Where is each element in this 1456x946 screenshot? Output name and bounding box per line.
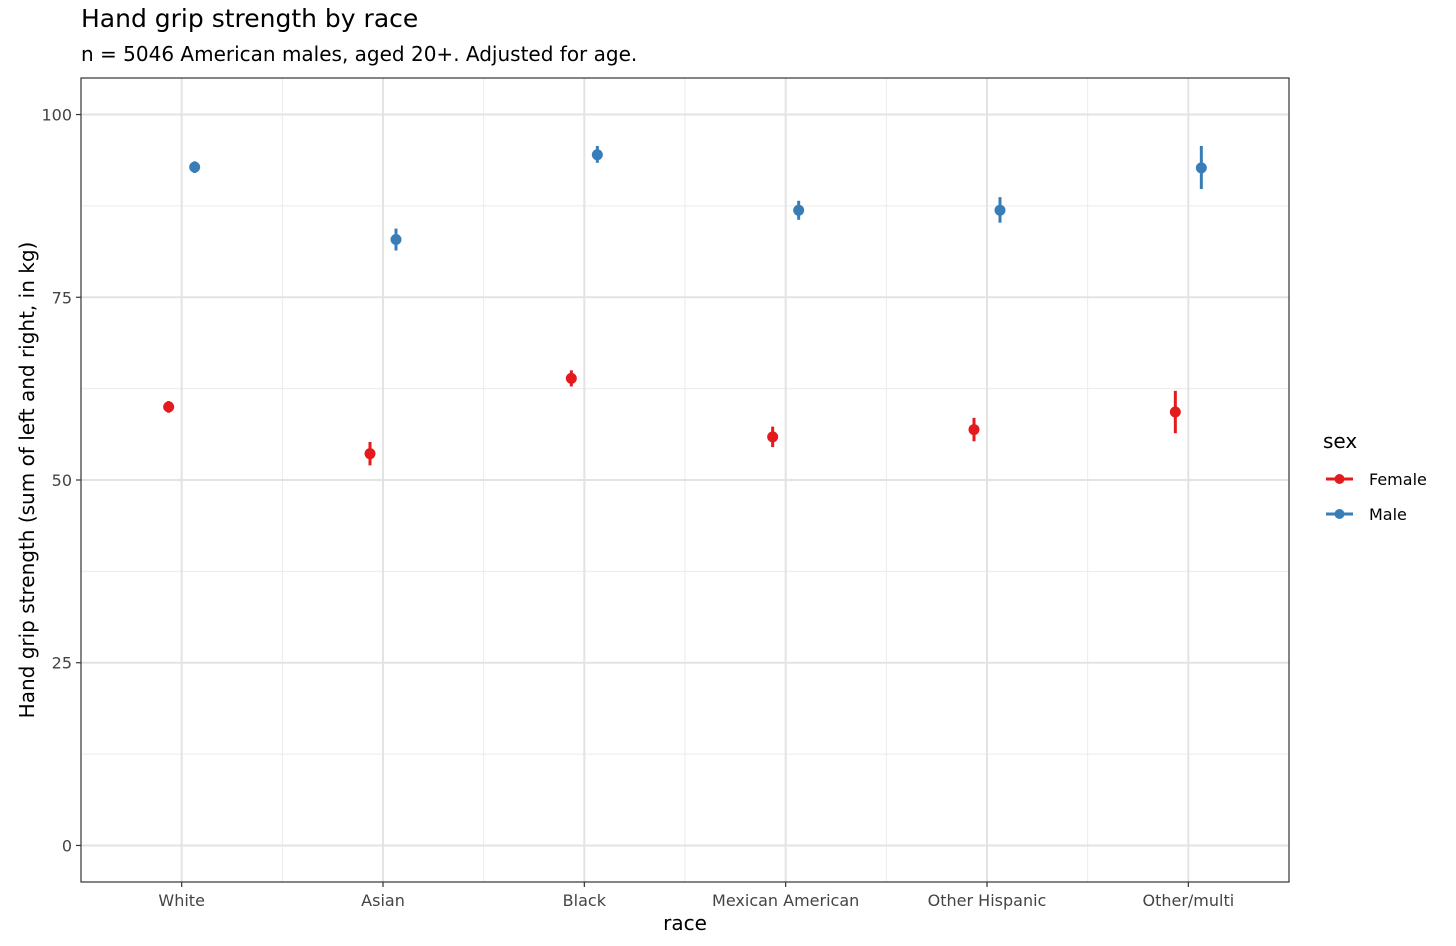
point-male [793, 204, 805, 216]
point-male [1195, 162, 1207, 174]
point-female [163, 401, 175, 413]
x-tick-label: Mexican American [712, 891, 859, 910]
x-tick-label: Asian [361, 891, 405, 910]
y-tick-label: 0 [62, 836, 72, 855]
point-male [189, 161, 201, 173]
chart-title: Hand grip strength by race [81, 4, 419, 33]
axes: 0 25 50 75 100 White Asian Black Mexican America… [41, 106, 1234, 910]
point-male [994, 204, 1006, 216]
point-female [968, 424, 980, 436]
legend-key-point [1334, 474, 1345, 484]
x-tick-label: White [158, 891, 205, 910]
y-tick-label: 75 [52, 288, 72, 307]
y-tick-label: 100 [41, 106, 72, 125]
legend-title: sex [1323, 429, 1357, 453]
y-axis-title: Hand grip strength (sum of left and righ… [15, 242, 39, 719]
point-male [390, 234, 402, 246]
y-tick-label: 25 [52, 654, 72, 673]
point-female [767, 431, 779, 443]
legend: sex Female Male [1323, 429, 1427, 524]
x-tick-label: Black [563, 891, 607, 910]
legend-key-point [1334, 509, 1345, 519]
legend-label: Male [1369, 505, 1407, 524]
legend-label: Female [1369, 470, 1427, 489]
x-tick-label: Other/multi [1142, 891, 1234, 910]
point-female [1169, 406, 1181, 418]
y-tick-label: 50 [52, 471, 72, 490]
grid-layer [81, 78, 1289, 882]
chart-subtitle: n = 5046 American males, aged 20+. Adjus… [81, 42, 638, 66]
point-male [591, 149, 603, 161]
x-axis-title: race [663, 911, 707, 935]
x-tick-label: Other Hispanic [928, 891, 1047, 910]
data-points [163, 149, 1207, 460]
point-female [565, 372, 577, 384]
point-female [364, 448, 376, 460]
